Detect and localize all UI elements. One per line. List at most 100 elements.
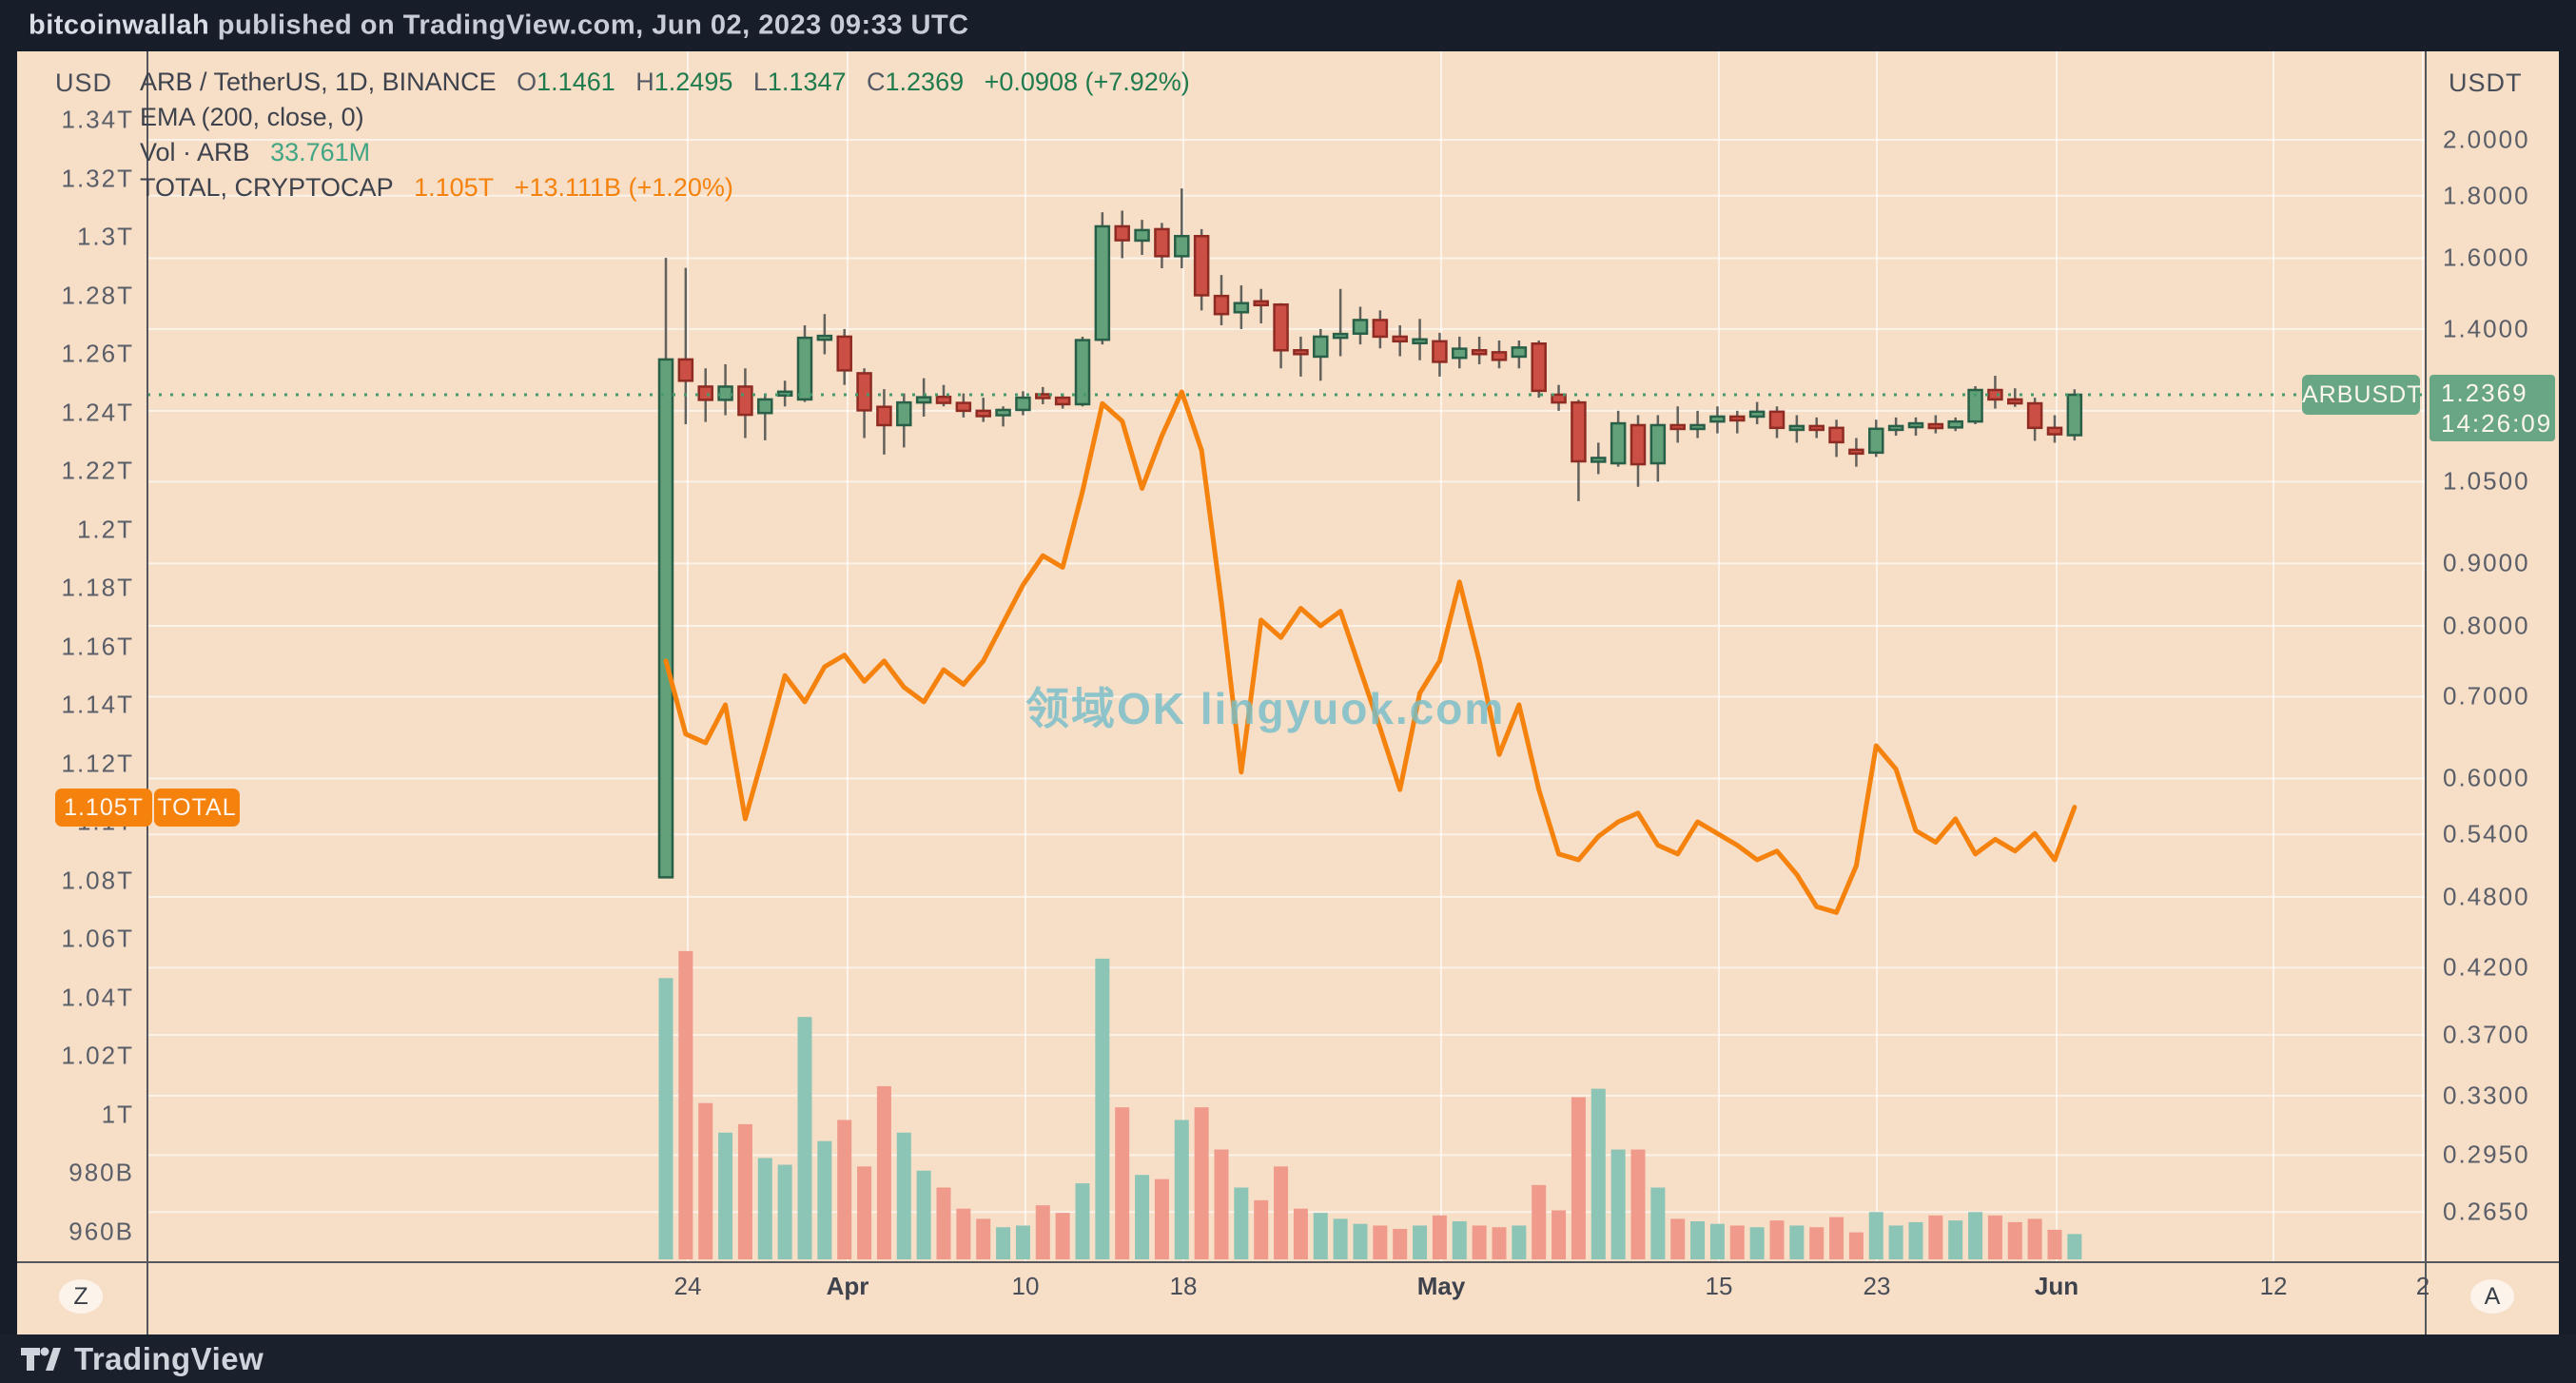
candle-body[interactable]	[776, 390, 793, 398]
volume-bar[interactable]	[1512, 1225, 1527, 1259]
candle-body[interactable]	[1947, 419, 1963, 429]
candle-body[interactable]	[697, 385, 713, 401]
volume-bar[interactable]	[1908, 1221, 1923, 1259]
candle-body[interactable]	[1511, 346, 1528, 359]
volume-bar[interactable]	[777, 1164, 792, 1259]
candle-body[interactable]	[1432, 340, 1448, 363]
volume-bar[interactable]	[1809, 1227, 1825, 1259]
volume-bar[interactable]	[936, 1187, 951, 1259]
volume-bar[interactable]	[1452, 1221, 1467, 1259]
candle-body[interactable]	[1094, 224, 1111, 341]
candle-body[interactable]	[1352, 319, 1369, 335]
volume-bar[interactable]	[857, 1166, 872, 1259]
volume-bar[interactable]	[658, 978, 673, 1259]
volume-bar[interactable]	[1135, 1175, 1150, 1259]
volume-bar[interactable]	[956, 1208, 971, 1259]
candle-body[interactable]	[1332, 332, 1349, 340]
volume-bar[interactable]	[1353, 1223, 1368, 1259]
volume-bar[interactable]	[1610, 1149, 1626, 1259]
volume-bar[interactable]	[837, 1120, 852, 1259]
candle-body[interactable]	[1372, 319, 1389, 339]
volume-bar[interactable]	[1154, 1178, 1169, 1259]
volume-bar[interactable]	[757, 1158, 772, 1259]
candle-body[interactable]	[995, 408, 1011, 417]
candle-body[interactable]	[1768, 410, 1786, 430]
volume-bar[interactable]	[797, 1017, 812, 1259]
candle-body[interactable]	[1471, 349, 1488, 356]
candle-body[interactable]	[1649, 423, 1667, 465]
candle-body[interactable]	[1630, 423, 1647, 466]
total-label[interactable]: TOTAL, CRYPTOCAP	[140, 173, 394, 202]
candle-body[interactable]	[1392, 335, 1408, 343]
candle-body[interactable]	[1074, 339, 1091, 406]
candle-body[interactable]	[1967, 388, 1983, 423]
candle-body[interactable]	[757, 398, 773, 415]
auto-scale-button[interactable]: A	[2470, 1279, 2514, 1314]
symbol-price-label[interactable]: ARBUSDT	[2302, 374, 2421, 415]
volume-bar[interactable]	[2047, 1229, 2062, 1259]
volume-bar[interactable]	[1313, 1213, 1328, 1259]
volume-bar[interactable]	[1293, 1208, 1308, 1259]
volume-bar[interactable]	[1670, 1218, 1686, 1259]
volume-bar[interactable]	[817, 1140, 832, 1259]
candle-body[interactable]	[1491, 351, 1508, 361]
volume-bar[interactable]	[896, 1132, 911, 1259]
price-chart-canvas[interactable]	[17, 51, 2559, 1334]
volume-bar[interactable]	[1690, 1221, 1706, 1259]
volume-bar[interactable]	[1789, 1225, 1805, 1259]
candle-body[interactable]	[1174, 234, 1190, 258]
candle-body[interactable]	[876, 405, 892, 427]
candle-body[interactable]	[1689, 423, 1706, 431]
volume-bar[interactable]	[1472, 1225, 1487, 1259]
candle-body[interactable]	[737, 385, 753, 417]
volume-bar[interactable]	[1928, 1215, 1943, 1259]
candle-body[interactable]	[1571, 400, 1587, 463]
candle-body[interactable]	[657, 358, 674, 879]
candle-body[interactable]	[1788, 424, 1805, 432]
candle-body[interactable]	[1293, 349, 1309, 356]
volume-bar[interactable]	[1174, 1120, 1189, 1259]
volume-bar[interactable]	[916, 1170, 931, 1259]
candle-body[interactable]	[935, 395, 952, 404]
volume-bar[interactable]	[1254, 1199, 1269, 1259]
volume-label[interactable]: Vol · ARB	[140, 138, 250, 166]
candle-body[interactable]	[796, 336, 813, 401]
volume-bar[interactable]	[1492, 1227, 1507, 1259]
candle-body[interactable]	[1233, 302, 1250, 314]
volume-bar[interactable]	[1948, 1220, 1963, 1259]
tradingview-brand-text[interactable]: TradingView	[74, 1340, 264, 1376]
volume-bar[interactable]	[1095, 958, 1110, 1259]
candle-body[interactable]	[915, 396, 932, 404]
candle-body[interactable]	[1035, 393, 1051, 399]
legend-symbol-row[interactable]: ARB / TetherUS, 1D, BINANCE O1.1461 H1.2…	[140, 65, 1190, 100]
candle-body[interactable]	[1114, 224, 1130, 242]
candle-body[interactable]	[1808, 424, 1825, 432]
volume-bar[interactable]	[1333, 1218, 1348, 1259]
candle-body[interactable]	[1273, 302, 1289, 352]
volume-bar[interactable]	[1848, 1232, 1864, 1259]
volume-bar[interactable]	[718, 1132, 733, 1259]
volume-bar[interactable]	[876, 1085, 891, 1259]
candle-body[interactable]	[1987, 388, 2003, 401]
volume-bar[interactable]	[1115, 1107, 1130, 1259]
volume-bar[interactable]	[1393, 1229, 1408, 1259]
legend-volume-row[interactable]: Vol · ARB 33.761M	[140, 135, 1190, 170]
candle-body[interactable]	[1729, 415, 1746, 422]
volume-bar[interactable]	[2007, 1221, 2022, 1259]
candle-body[interactable]	[1313, 335, 1329, 359]
candle-body[interactable]	[1927, 422, 1944, 430]
candle-body[interactable]	[1748, 410, 1766, 419]
volume-bar[interactable]	[737, 1123, 752, 1259]
volume-bar[interactable]	[1055, 1213, 1070, 1259]
volume-bar[interactable]	[1868, 1212, 1883, 1259]
volume-bar[interactable]	[1987, 1215, 2002, 1259]
candle-body[interactable]	[1551, 393, 1567, 404]
volume-bar[interactable]	[2027, 1218, 2042, 1259]
total-series-tag[interactable]: TOTAL	[154, 788, 240, 827]
candle-body[interactable]	[1669, 423, 1686, 431]
candle-body[interactable]	[1412, 338, 1428, 345]
legend-total-row[interactable]: TOTAL, CRYPTOCAP 1.105T +13.111B (+1.20%…	[140, 170, 1190, 205]
volume-bar[interactable]	[1709, 1223, 1725, 1259]
volume-bar[interactable]	[1015, 1225, 1030, 1259]
volume-bar[interactable]	[1749, 1227, 1765, 1259]
